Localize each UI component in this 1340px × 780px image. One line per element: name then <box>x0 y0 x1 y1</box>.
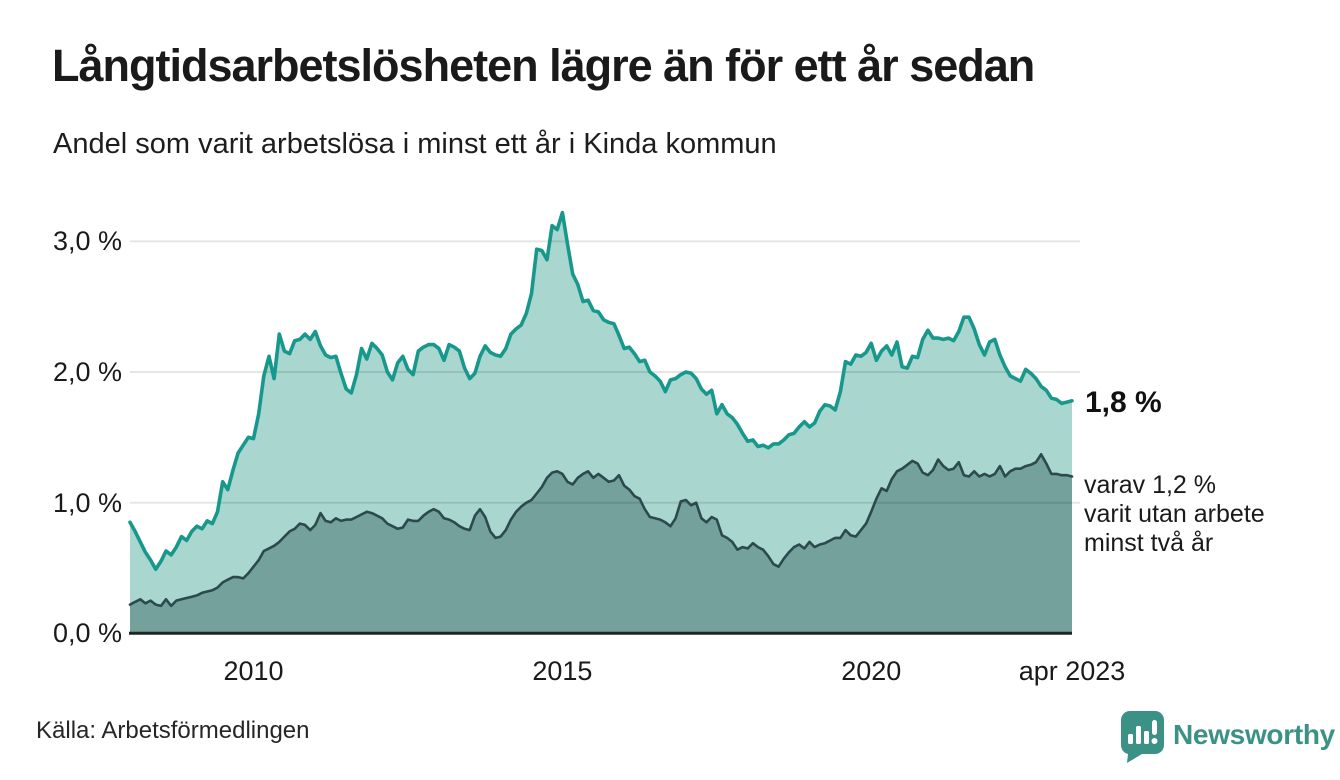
newsworthy-wordmark: Newsworthy <box>1173 719 1335 750</box>
x-tick-label: 2010 <box>223 656 284 686</box>
line-total <box>128 210 1074 572</box>
end-value-label: 1,8 % <box>1085 386 1162 419</box>
x-tick-label: 2020 <box>841 656 902 686</box>
newsworthy-icon <box>1120 711 1164 763</box>
source-text: Källa: Arbetsförmedlingen <box>36 717 310 744</box>
y-tick-label: 2,0 % <box>52 357 122 388</box>
page-subtitle: Andel som varit arbetslösa i minst ett å… <box>53 128 777 160</box>
annotation-line-1: varav 1,2 % <box>1084 471 1217 499</box>
two-year-annotation: varav 1,2 % varit utan arbete minst två … <box>1084 471 1265 558</box>
annotation-line-2: varit utan arbete <box>1084 500 1265 528</box>
x-tick-label: 2015 <box>532 656 593 686</box>
annotation-line-3: minst två år <box>1084 529 1214 557</box>
y-tick-label: 0,0 % <box>52 618 122 649</box>
x-tick-label: apr 2023 <box>1018 656 1126 686</box>
y-tick-label: 3,0 % <box>52 226 122 257</box>
y-tick-label: 1,0 % <box>52 487 122 518</box>
line-two-years <box>128 453 1074 608</box>
page-title: Långtidsarbetslösheten lägre än för ett … <box>52 40 1035 91</box>
area-two-years <box>130 454 1072 634</box>
